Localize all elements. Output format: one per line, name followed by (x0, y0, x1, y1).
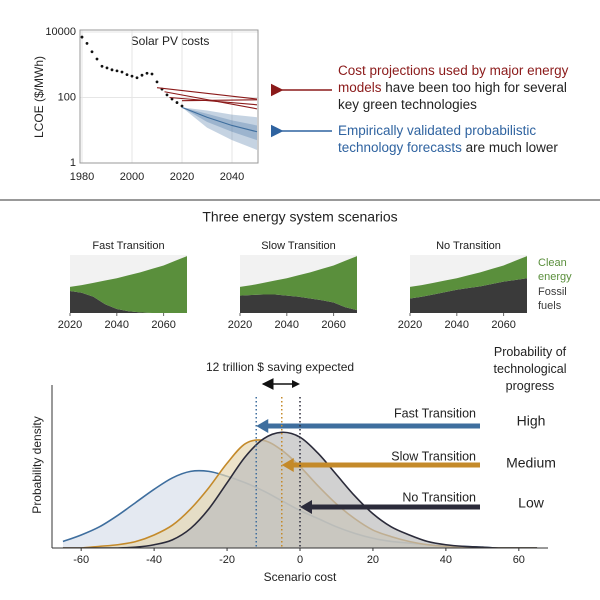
clean-area (410, 256, 527, 299)
annotation: Cost projections used by major energy mo… (338, 62, 578, 113)
data-point (165, 93, 169, 97)
data-point (150, 72, 154, 76)
x-tick-label: 40 (440, 554, 452, 566)
annotation-part: have been too high for several key green… (338, 80, 567, 112)
arrow-head (300, 500, 312, 514)
data-point (110, 68, 114, 72)
x-tick-label: 2040 (445, 319, 469, 331)
scenario-label: Fast Transition (394, 406, 476, 420)
annotation-part: Empirically validated probabilistic tech… (338, 123, 537, 155)
projection-line (181, 99, 258, 102)
data-point (145, 71, 149, 75)
data-point (180, 104, 184, 108)
progress-title: Probability of technological progress (493, 345, 567, 393)
section-title: Three energy system scenarios (202, 209, 397, 225)
data-point (140, 73, 144, 77)
forecast-band (182, 107, 257, 141)
x-tick-label: 2040 (275, 319, 299, 331)
data-point (100, 64, 104, 68)
progress-label: High (517, 413, 546, 429)
data-point (105, 66, 109, 70)
x-tick-label: 2020 (58, 319, 82, 331)
progress-label: Medium (506, 455, 556, 471)
data-point (115, 69, 119, 73)
y-tick-label: 100 (58, 91, 76, 103)
y-tick-label: 1 (70, 157, 76, 169)
x-tick-label: -60 (73, 554, 89, 566)
chart-title: Solar PV costs (131, 34, 210, 48)
projection-line (181, 106, 258, 133)
fossil-area (410, 278, 527, 313)
forecast-band (182, 107, 257, 150)
panel-title: No Transition (436, 240, 501, 252)
annotation: 12 trillion $ saving expected (206, 360, 354, 374)
y-axis-label: Probability density (30, 416, 44, 513)
data-point (155, 80, 159, 84)
x-tick-label: 2040 (105, 319, 129, 331)
data-point (125, 73, 129, 77)
x-tick-label: 2060 (321, 319, 345, 331)
scenario-label: Slow Transition (391, 449, 476, 463)
data-point (90, 50, 94, 54)
arrow-head (256, 419, 269, 433)
projection-line (169, 96, 258, 106)
legend-entry: Clean energy (538, 257, 572, 283)
y-axis-label: LCOE ($/MWh) (32, 56, 46, 138)
arrow-head (281, 458, 294, 472)
projection-line (156, 87, 258, 100)
panel-title: Slow Transition (261, 240, 336, 252)
annotation-part: are much lower (465, 140, 558, 155)
x-tick-label: 2020 (398, 319, 422, 331)
legend-entry: Fossil fuels (538, 286, 567, 312)
x-tick-label: 2040 (220, 171, 244, 183)
x-tick-label: -40 (146, 554, 162, 566)
data-point (95, 57, 99, 61)
panel-title: Fast Transition (92, 240, 164, 252)
data-point (130, 74, 134, 78)
x-tick-label: 2060 (491, 319, 515, 331)
x-tick-label: 2060 (151, 319, 175, 331)
scenario-label: No Transition (402, 490, 476, 504)
fossil-area (240, 294, 357, 313)
x-tick-label: 0 (297, 554, 303, 566)
data-point (135, 76, 139, 80)
x-tick-label: 1980 (70, 171, 94, 183)
data-point (120, 70, 124, 74)
clean-area (240, 256, 357, 311)
fossil-area (70, 290, 187, 313)
x-tick-label: 2020 (228, 319, 252, 331)
x-tick-label: 20 (367, 554, 379, 566)
x-tick-label: 2000 (120, 171, 144, 183)
annotation-part: Cost projections used by major energy mo… (338, 63, 569, 95)
x-tick-label: 60 (513, 554, 525, 566)
arrow-head (292, 380, 300, 388)
x-axis-label: Scenario cost (264, 570, 337, 584)
x-tick-label: 2020 (170, 171, 194, 183)
y-tick-label: 10000 (45, 26, 76, 38)
clean-area (70, 256, 187, 313)
data-point (85, 41, 89, 45)
data-point (175, 101, 179, 104)
x-tick-label: -20 (219, 554, 235, 566)
annotation: Empirically validated probabilistic tech… (338, 122, 573, 156)
plot-area (80, 35, 258, 150)
plot-frame (79, 29, 259, 164)
data-point (80, 35, 84, 39)
progress-label: Low (518, 495, 545, 511)
